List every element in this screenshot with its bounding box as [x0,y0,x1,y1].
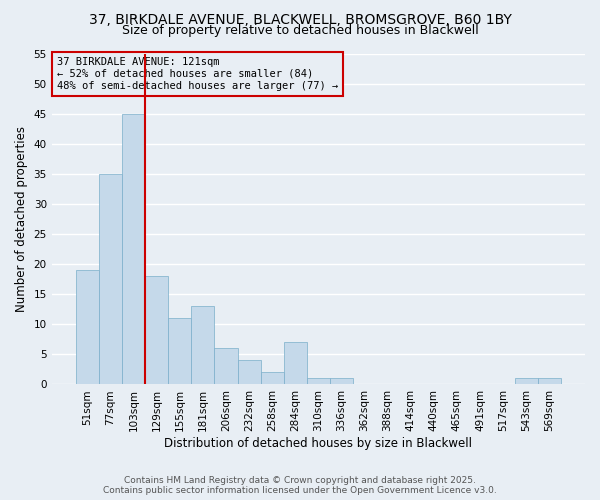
Y-axis label: Number of detached properties: Number of detached properties [15,126,28,312]
Bar [284,342,307,384]
Text: 37, BIRKDALE AVENUE, BLACKWELL, BROMSGROVE, B60 1BY: 37, BIRKDALE AVENUE, BLACKWELL, BROMSGRO… [89,12,511,26]
Bar [76,270,99,384]
Text: Size of property relative to detached houses in Blackwell: Size of property relative to detached ho… [122,24,478,37]
Bar [238,360,260,384]
Bar [214,348,238,384]
Bar [99,174,122,384]
Bar [330,378,353,384]
Bar [168,318,191,384]
Text: Contains public sector information licensed under the Open Government Licence v3: Contains public sector information licen… [103,486,497,495]
Bar [307,378,330,384]
Bar [515,378,538,384]
Text: Contains HM Land Registry data © Crown copyright and database right 2025.: Contains HM Land Registry data © Crown c… [124,476,476,485]
Bar [260,372,284,384]
Bar [191,306,214,384]
X-axis label: Distribution of detached houses by size in Blackwell: Distribution of detached houses by size … [164,437,472,450]
Bar [145,276,168,384]
Text: 37 BIRKDALE AVENUE: 121sqm
← 52% of detached houses are smaller (84)
48% of semi: 37 BIRKDALE AVENUE: 121sqm ← 52% of deta… [57,58,338,90]
Bar [122,114,145,384]
Bar [538,378,561,384]
